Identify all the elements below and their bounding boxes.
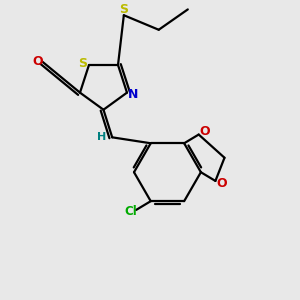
Text: S: S xyxy=(78,57,87,70)
Text: O: O xyxy=(216,177,226,190)
Text: O: O xyxy=(32,55,43,68)
Text: N: N xyxy=(128,88,139,100)
Text: S: S xyxy=(119,4,128,16)
Text: Cl: Cl xyxy=(124,205,137,218)
Text: O: O xyxy=(199,125,210,138)
Text: H: H xyxy=(98,132,107,142)
